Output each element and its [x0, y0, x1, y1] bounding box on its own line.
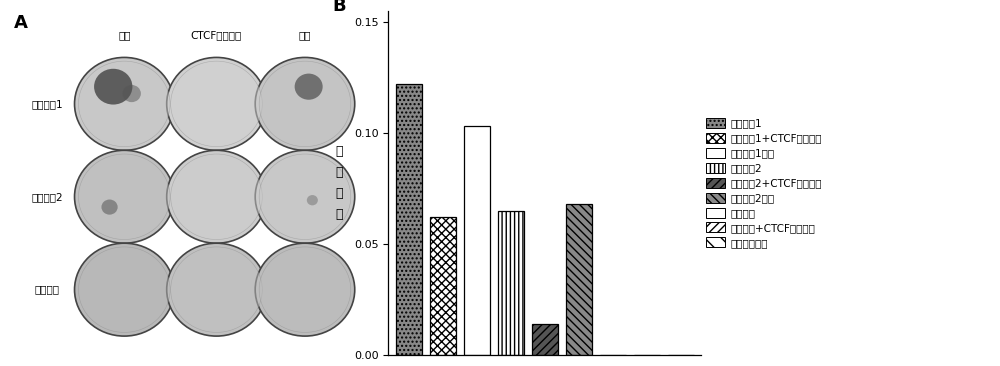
Circle shape — [94, 69, 132, 105]
Circle shape — [255, 57, 355, 150]
Circle shape — [75, 57, 174, 150]
Circle shape — [171, 61, 262, 147]
Circle shape — [79, 154, 170, 239]
Circle shape — [295, 74, 323, 100]
Bar — [396, 84, 422, 355]
Circle shape — [307, 195, 318, 205]
Circle shape — [255, 243, 355, 336]
Text: 正常细胞: 正常细胞 — [34, 285, 59, 295]
Text: 黑癌细胞1: 黑癌细胞1 — [31, 99, 63, 109]
Text: 对照: 对照 — [118, 30, 131, 40]
Circle shape — [75, 243, 174, 336]
Circle shape — [167, 150, 266, 243]
Circle shape — [259, 247, 351, 332]
Circle shape — [171, 247, 262, 332]
Bar — [532, 324, 558, 355]
Bar — [566, 204, 592, 355]
Text: A: A — [14, 14, 28, 33]
Circle shape — [167, 243, 266, 336]
Bar — [430, 217, 456, 355]
Circle shape — [255, 150, 355, 243]
Circle shape — [171, 154, 262, 239]
Circle shape — [122, 85, 141, 102]
Circle shape — [259, 154, 351, 239]
Text: CTCF陷阱蛋白: CTCF陷阱蛋白 — [191, 30, 242, 40]
Text: 空载: 空载 — [299, 30, 311, 40]
Circle shape — [79, 61, 170, 147]
Circle shape — [259, 61, 351, 147]
Bar — [464, 126, 490, 355]
Legend: 黑癌细胞1, 黑癌细胞1+CTCF陷阱蛋白, 黑癌细胞1空载, 黑癌细胞2, 黑癌细胞2+CTCF陷阱蛋白, 黑癌细胞2空载, 正常细胞, 正常细胞+CTCF陷: 黑癌细胞1, 黑癌细胞1+CTCF陷阱蛋白, 黑癌细胞1空载, 黑癌细胞2, 黑… — [706, 118, 822, 248]
Circle shape — [101, 199, 118, 214]
Text: B: B — [332, 0, 346, 15]
Circle shape — [167, 57, 266, 150]
Y-axis label: 吸
光
度
值: 吸 光 度 值 — [335, 145, 343, 221]
Circle shape — [79, 247, 170, 332]
Bar — [498, 211, 524, 355]
Text: 黑癌细胞2: 黑癌细胞2 — [31, 192, 63, 202]
Circle shape — [75, 150, 174, 243]
